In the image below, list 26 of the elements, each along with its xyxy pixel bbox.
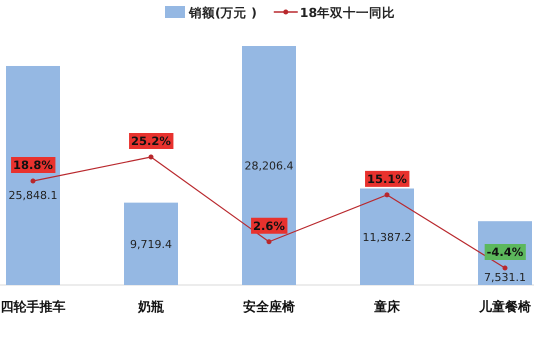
data-label: 25.2% — [131, 134, 172, 148]
x-tick-label: 童床 — [373, 299, 401, 315]
legend-label: 18年双十一同比 — [300, 5, 396, 20]
data-label: 9,719.4 — [130, 238, 172, 251]
x-tick-label: 安全座椅 — [243, 299, 295, 315]
data-label: 15.1% — [367, 172, 408, 186]
data-label: 28,206.4 — [244, 160, 294, 172]
point — [266, 239, 272, 244]
point — [148, 154, 154, 160]
data-label: 25,848.1 — [8, 189, 58, 202]
bar — [242, 46, 296, 285]
bar — [6, 66, 60, 285]
bar — [360, 188, 414, 285]
point — [30, 178, 36, 184]
x-tick-label: 奶瓶 — [137, 300, 164, 315]
point — [502, 266, 508, 270]
data-label: -4.4% — [486, 245, 524, 259]
data-label: 7,531.1 — [484, 271, 526, 284]
legend-label: 销额(万元 ) — [188, 5, 257, 20]
point — [384, 192, 390, 198]
data-label: 11,387.2 — [362, 230, 412, 244]
data-label: 2.6% — [253, 218, 286, 233]
x-tick-label: 四轮手推车 — [0, 299, 66, 315]
data-label: 18.8% — [13, 158, 54, 172]
bar — [124, 202, 178, 285]
x-tick-label: 儿童餐椅 — [478, 299, 531, 315]
